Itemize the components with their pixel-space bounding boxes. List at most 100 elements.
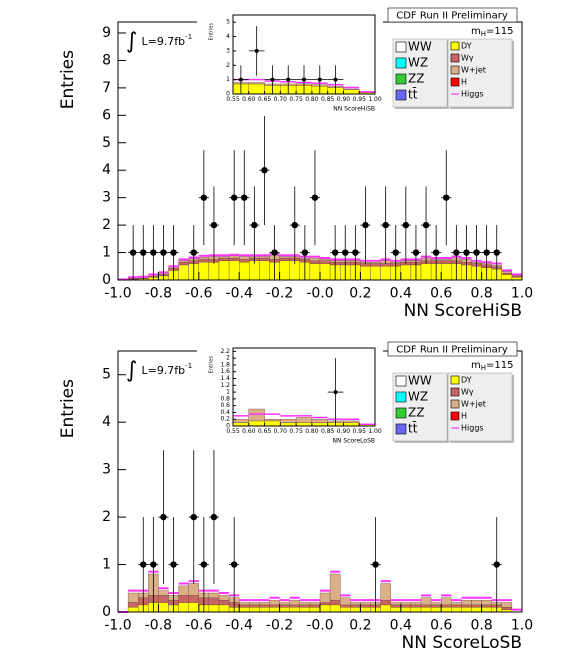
x-tick-label: 0.8: [470, 285, 492, 301]
histogram-bar: [471, 607, 482, 613]
x-tick-label: 0.6: [430, 285, 452, 301]
histogram-bar: [238, 604, 250, 608]
histogram-bar: [295, 417, 313, 423]
histogram-bar: [178, 595, 189, 603]
y-tick-label: 2: [226, 355, 230, 362]
x-tick-label: 0.95: [353, 428, 367, 435]
histogram-bar: [329, 599, 341, 606]
data-point: [333, 390, 338, 395]
histogram-bar: [279, 256, 290, 259]
histogram-bar: [218, 599, 230, 606]
histogram-bar: [343, 420, 360, 423]
histogram-bar: [248, 82, 265, 85]
x-tick-label: 0.4: [390, 617, 412, 633]
legend-swatch: [395, 423, 407, 435]
data-point: [453, 249, 460, 256]
x-tick-label: 1.0: [511, 617, 533, 633]
histogram-bar: [127, 602, 139, 608]
histogram-bar: [501, 271, 513, 274]
x-tick-label: 0.75: [289, 96, 303, 103]
x-tick-label: 0.85: [321, 428, 335, 435]
y-tick-label: 3: [102, 190, 111, 206]
histogram-bar: [238, 261, 250, 281]
data-point: [241, 194, 248, 201]
x-axis-title: NN ScoreLoSB: [332, 438, 375, 445]
histogram-bar: [249, 602, 260, 606]
histogram-bar: [380, 263, 391, 267]
x-tick-label: 1.00: [368, 96, 382, 103]
y-tick-label: 5: [226, 19, 230, 26]
data-point: [493, 249, 500, 256]
legend-label: WZ: [408, 390, 428, 404]
x-tick-label: 0.60: [242, 96, 256, 103]
data-point: [150, 249, 157, 256]
y-tick-label: 2: [102, 217, 111, 233]
data-point: [402, 221, 410, 229]
x-tick-label: -0.0: [306, 617, 333, 633]
data-point: [443, 194, 450, 201]
y-tick-label: 2.2: [220, 348, 230, 355]
x-tick-label: 0.80: [305, 428, 319, 435]
data-point: [251, 221, 258, 229]
histogram-bar: [238, 256, 250, 260]
data-point: [230, 561, 238, 568]
histogram-bar: [451, 607, 462, 613]
histogram-bar: [451, 602, 462, 606]
histogram-bar: [350, 602, 361, 606]
x-tick-label: 0.6: [430, 617, 452, 633]
histogram-bar: [311, 422, 328, 427]
histogram-bar: [380, 604, 391, 613]
x-tick-label: -1.0: [104, 617, 131, 633]
x-tick-label: 0.80: [305, 96, 319, 103]
legend-label: H: [461, 78, 467, 87]
histogram-bar: [295, 422, 313, 427]
y-axis-title: Entries: [209, 23, 215, 41]
axes-frame: [232, 14, 376, 95]
histogram-bar: [269, 604, 280, 608]
data-point: [412, 249, 420, 256]
histogram-bar: [289, 607, 301, 613]
histogram-bar: [299, 604, 311, 608]
histogram-bar: [259, 604, 270, 608]
data-point: [150, 561, 157, 568]
histogram-bar: [198, 257, 210, 260]
x-tick-label: -0.2: [266, 285, 293, 301]
histogram-bar: [481, 599, 492, 606]
y-tick-label: 0: [226, 423, 230, 430]
legend-swatch: [395, 375, 407, 387]
inset-background: [197, 336, 383, 448]
x-tick-label: -0.0: [306, 285, 333, 301]
histogram-bar: [481, 604, 492, 608]
histogram-bar: [319, 602, 331, 606]
mass-label: mH=115: [471, 360, 513, 372]
histogram-bar: [319, 263, 331, 281]
data-point: [302, 77, 306, 82]
data-point: [140, 249, 147, 256]
histogram-bar: [511, 275, 523, 277]
x-tick-label: 0.4: [390, 285, 412, 301]
histogram-bar: [279, 604, 290, 608]
data-point: [331, 249, 339, 256]
y-tick-label: 1.6: [220, 368, 230, 375]
histogram-bar: [390, 602, 402, 606]
data-point: [342, 249, 349, 256]
legend-swatch: [450, 65, 460, 75]
data-point: [170, 561, 177, 568]
x-tick-label: -0.8: [145, 617, 172, 633]
histogram-bar: [280, 422, 297, 427]
histogram-bar: [319, 604, 331, 613]
data-point: [301, 249, 309, 256]
histogram-bar: [441, 263, 452, 281]
legend-label: DY: [461, 42, 472, 51]
histogram-bar: [264, 419, 281, 422]
histogram-bar: [410, 604, 422, 608]
y-axis-title: Entries: [209, 356, 215, 374]
legend-swatch: [450, 411, 460, 421]
mass-value: =115: [486, 26, 513, 37]
histogram-bar: [178, 585, 189, 596]
histogram-bar: [198, 261, 210, 281]
x-tick-label: -1.0: [104, 285, 131, 301]
legend-label: WZ: [408, 56, 428, 70]
x-tick-label: 0.90: [337, 428, 351, 435]
data-point: [382, 221, 389, 229]
